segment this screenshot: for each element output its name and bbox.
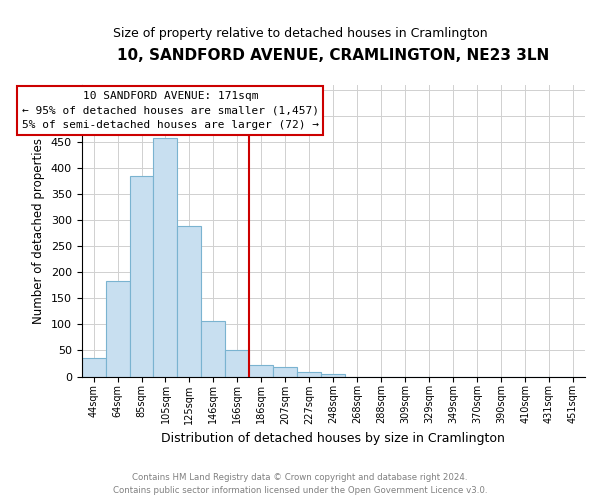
X-axis label: Distribution of detached houses by size in Cramlington: Distribution of detached houses by size … [161,432,505,445]
Text: Contains HM Land Registry data © Crown copyright and database right 2024.
Contai: Contains HM Land Registry data © Crown c… [113,474,487,495]
Title: 10, SANDFORD AVENUE, CRAMLINGTON, NE23 3LN: 10, SANDFORD AVENUE, CRAMLINGTON, NE23 3… [117,48,550,62]
Bar [274,367,298,376]
Y-axis label: Number of detached properties: Number of detached properties [32,138,45,324]
Bar [298,372,321,376]
Bar [178,226,202,376]
Bar [250,364,274,376]
Bar [321,374,345,376]
Bar [226,350,250,376]
Bar [106,281,130,376]
Bar [82,358,106,376]
Text: 10 SANDFORD AVENUE: 171sqm
← 95% of detached houses are smaller (1,457)
5% of se: 10 SANDFORD AVENUE: 171sqm ← 95% of deta… [22,91,319,130]
Bar [202,322,226,376]
Bar [130,176,154,376]
Text: Size of property relative to detached houses in Cramlington: Size of property relative to detached ho… [113,28,487,40]
Bar [154,138,178,376]
